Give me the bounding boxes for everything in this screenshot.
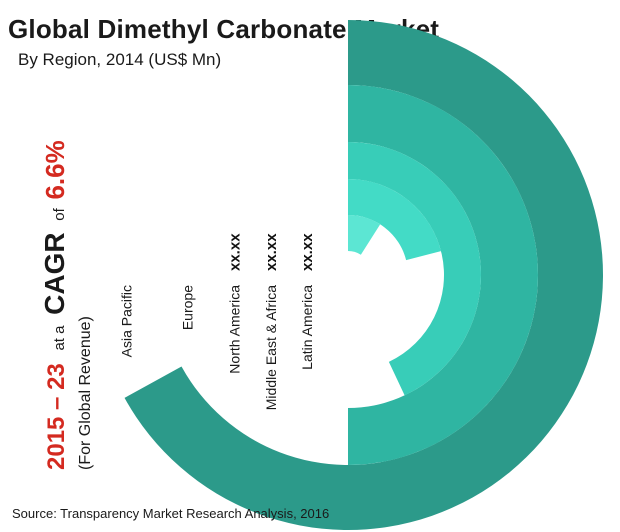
cagr-of: of [51,207,68,220]
value-label-asia-pacific: 158.7 [119,233,136,271]
cagr-period: 2015 – 23 [43,363,70,470]
ring-bar-north-america [348,142,482,396]
ring-bar-latin-america [348,215,381,255]
value-label-north-america: xx.xx [227,233,244,271]
value-label-group: 158.7 xx.xx xx.xx xx.xx xx.xx [119,233,317,271]
svg-text:2015 – 23 at a CAG: 2015 – 23 at a CAGR of 6.6% [39,140,70,470]
ring-bar-middle-east-africa [348,179,441,261]
ring-bar-europe [348,85,538,465]
category-label-group: Asia Pacific Europe North America Middle Ea… [119,285,316,410]
cagr-callout: 2015 – 23 at a CAGR of 6.6% (For Global … [39,140,94,470]
cagr-at-a: at a [51,325,68,351]
category-label-middle-east-africa: Middle East & Africa [263,285,279,410]
source-note: Source: Transparency Market Research Ana… [12,506,330,521]
category-label-europe: Europe [180,285,196,330]
category-label-asia-pacific: Asia Pacific [119,285,135,357]
chart-subtitle: By Region, 2014 (US$ Mn) [18,50,222,69]
ring-group [124,20,603,530]
cagr-note: (For Global Revenue) [77,316,94,470]
category-label-latin-america: Latin America [299,285,315,370]
value-label-latin-america: xx.xx [299,233,316,271]
category-label-north-america: North America [227,285,243,374]
cagr-label: CAGR [39,232,70,314]
cagr-rate: 6.6% [40,140,70,199]
value-label-middle-east-africa: xx.xx [263,233,280,271]
value-label-europe: xx.xx [180,233,197,271]
